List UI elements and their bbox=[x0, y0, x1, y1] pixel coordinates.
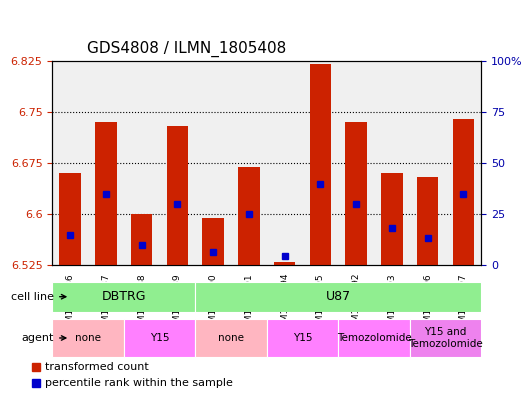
Text: U87: U87 bbox=[326, 290, 351, 303]
Bar bbox=[238, 167, 259, 265]
Text: Y15 and
Temozolomide: Y15 and Temozolomide bbox=[408, 327, 483, 349]
FancyBboxPatch shape bbox=[52, 282, 195, 312]
Text: percentile rank within the sample: percentile rank within the sample bbox=[45, 378, 233, 388]
Bar bbox=[131, 214, 152, 265]
Text: GDS4808 / ILMN_1805408: GDS4808 / ILMN_1805408 bbox=[87, 40, 286, 57]
Text: none: none bbox=[218, 333, 244, 343]
Text: none: none bbox=[75, 333, 101, 343]
FancyBboxPatch shape bbox=[267, 319, 338, 357]
FancyBboxPatch shape bbox=[195, 282, 481, 312]
FancyBboxPatch shape bbox=[410, 319, 481, 357]
FancyBboxPatch shape bbox=[338, 319, 410, 357]
Bar bbox=[345, 122, 367, 265]
Text: Y15: Y15 bbox=[150, 333, 169, 343]
Text: Y15: Y15 bbox=[293, 333, 312, 343]
Text: DBTRG: DBTRG bbox=[101, 290, 146, 303]
Text: Temozolomide: Temozolomide bbox=[337, 333, 411, 343]
FancyBboxPatch shape bbox=[124, 319, 195, 357]
Bar bbox=[310, 64, 331, 265]
Bar bbox=[95, 122, 117, 265]
FancyBboxPatch shape bbox=[52, 319, 124, 357]
Text: cell line: cell line bbox=[11, 292, 66, 302]
Bar bbox=[417, 177, 438, 265]
Bar bbox=[452, 119, 474, 265]
Bar bbox=[381, 173, 403, 265]
Bar bbox=[202, 218, 224, 265]
FancyBboxPatch shape bbox=[195, 319, 267, 357]
Bar bbox=[274, 262, 295, 265]
Text: agent: agent bbox=[22, 333, 66, 343]
Bar bbox=[167, 126, 188, 265]
Bar bbox=[60, 173, 81, 265]
Text: transformed count: transformed count bbox=[45, 362, 149, 372]
